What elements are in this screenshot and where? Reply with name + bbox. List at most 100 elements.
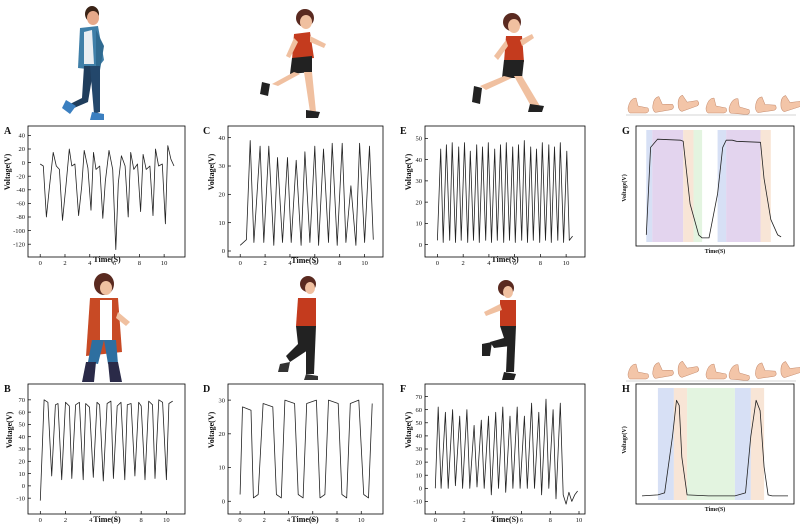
chart-panel-f: 0 2 4 6 8 10 70 60 50 40 30 20 10 0 -10 F Time(S) Voltage… (400, 383, 586, 524)
x-tick-label: 10 (576, 517, 583, 524)
foot-icon (705, 363, 727, 380)
foot-icon (780, 95, 800, 112)
y-tick-label: 0 (419, 242, 422, 249)
y-tick-label: 10 (19, 471, 26, 478)
x-axis-label: Time(S) (93, 255, 121, 264)
y-axis-label: Voltage(V) (5, 411, 14, 448)
plot-frame (635, 383, 795, 505)
y-axis-label: Voltage(V) (3, 153, 12, 190)
foot-icon (627, 97, 649, 114)
y-tick-label: -40 (16, 187, 25, 194)
chart-panel-b: 0 2 4 6 8 10 70 60 50 40 30 20 10 0 -10 B Time(S) Voltage… (4, 383, 186, 524)
phase-band (646, 130, 653, 242)
foot-icon (652, 362, 674, 379)
y-tick-label: -60 (16, 201, 25, 208)
x-axis-label: Time(S) (491, 255, 519, 264)
foot-icon (705, 97, 727, 114)
series-line (39, 399, 173, 501)
foot-icon (755, 96, 777, 113)
panel-letter: F (400, 384, 406, 395)
x-tick-label: 10 (161, 260, 168, 267)
panel-letter: H (622, 384, 630, 395)
x-tick-label: 4 (487, 260, 491, 267)
plot-frame (424, 383, 586, 515)
walking-man-illustration (62, 6, 104, 120)
x-tick-label: 8 (140, 517, 143, 524)
phase-band (734, 388, 751, 500)
foot-icon (780, 361, 800, 378)
plot-frame (424, 125, 586, 258)
series-line (239, 399, 373, 499)
panel-letter: A (4, 126, 12, 137)
x-tick-label: 10 (163, 517, 170, 524)
foot-icon (677, 360, 700, 378)
x-tick-label: 2 (263, 517, 266, 524)
y-tick-label: 30 (219, 397, 226, 404)
foot-icon (627, 363, 649, 380)
phase-band (717, 130, 727, 242)
x-axis-label: Time(S) (291, 256, 319, 265)
x-tick-label: 4 (89, 517, 93, 524)
sprinting-woman-illustration (472, 13, 544, 112)
series-line (641, 399, 788, 497)
phase-band (693, 130, 703, 242)
panel-letter: C (203, 126, 210, 137)
y-tick-label: 30 (19, 446, 26, 453)
x-tick-label: 8 (335, 517, 338, 524)
foot-icon (728, 98, 750, 115)
series-line (239, 140, 374, 246)
x-tick-label: 0 (238, 517, 241, 524)
walking-woman-illustration (82, 273, 130, 382)
chart-panel-d: 0 2 4 6 8 10 0 10 20 30 D Time(S) Voltage(V) (203, 383, 384, 524)
foot-icon (652, 96, 674, 113)
y-tick-label: -10 (16, 495, 25, 502)
x-tick-label: 6 (311, 517, 315, 524)
chart-panel-g: G Time(S) Voltage(V) (621, 125, 795, 255)
y-tick-label: 10 (219, 220, 226, 227)
x-tick-label: 10 (361, 260, 368, 267)
y-tick-label: -10 (413, 499, 422, 506)
y-tick-label: 40 (19, 133, 26, 140)
y-axis-label: Voltage(V) (621, 174, 628, 201)
y-tick-label: 20 (219, 192, 226, 199)
x-tick-label: 8 (338, 260, 341, 267)
phase-band (652, 130, 684, 242)
x-tick-label: 0 (436, 260, 439, 267)
series-line (437, 140, 573, 243)
y-tick-label: 40 (19, 434, 26, 441)
x-tick-label: 2 (63, 260, 66, 267)
plot-frame (227, 383, 384, 515)
x-tick-label: 2 (462, 260, 465, 267)
y-axis-label: Voltage(V) (404, 411, 413, 448)
series-line (434, 398, 578, 505)
x-axis-label: Time(S) (93, 515, 121, 524)
y-tick-label: 20 (19, 458, 26, 465)
x-tick-label: 0 (239, 260, 242, 267)
x-tick-label: 6 (513, 260, 517, 267)
y-tick-label: 50 (416, 420, 423, 427)
phase-band (687, 388, 735, 500)
x-axis-label: Time(S) (705, 248, 726, 255)
x-tick-label: 6 (520, 517, 524, 524)
y-tick-label: 10 (219, 465, 226, 472)
x-tick-label: 2 (462, 517, 465, 524)
x-tick-label: 4 (88, 260, 92, 267)
y-tick-label: 30 (416, 178, 423, 185)
y-tick-label: 40 (416, 157, 423, 164)
plot-frame (227, 125, 384, 258)
foot-icon (677, 94, 700, 112)
chart-panel-c: 0 2 4 6 8 10 0 10 20 30 40 C Time(S) Voltage(V) (203, 125, 384, 267)
x-tick-label: 0 (39, 260, 42, 267)
y-tick-label: 60 (416, 407, 423, 414)
x-tick-label: 2 (64, 517, 67, 524)
y-tick-label: 30 (219, 163, 226, 170)
panel-letter: D (203, 384, 210, 395)
x-tick-label: 6 (114, 517, 118, 524)
series-line (645, 138, 782, 239)
x-tick-label: 8 (539, 260, 542, 267)
jumping-woman-illustration (482, 280, 516, 380)
foot-gait-sequence-bottom (626, 360, 800, 382)
x-axis-label: Time(S) (705, 506, 726, 513)
